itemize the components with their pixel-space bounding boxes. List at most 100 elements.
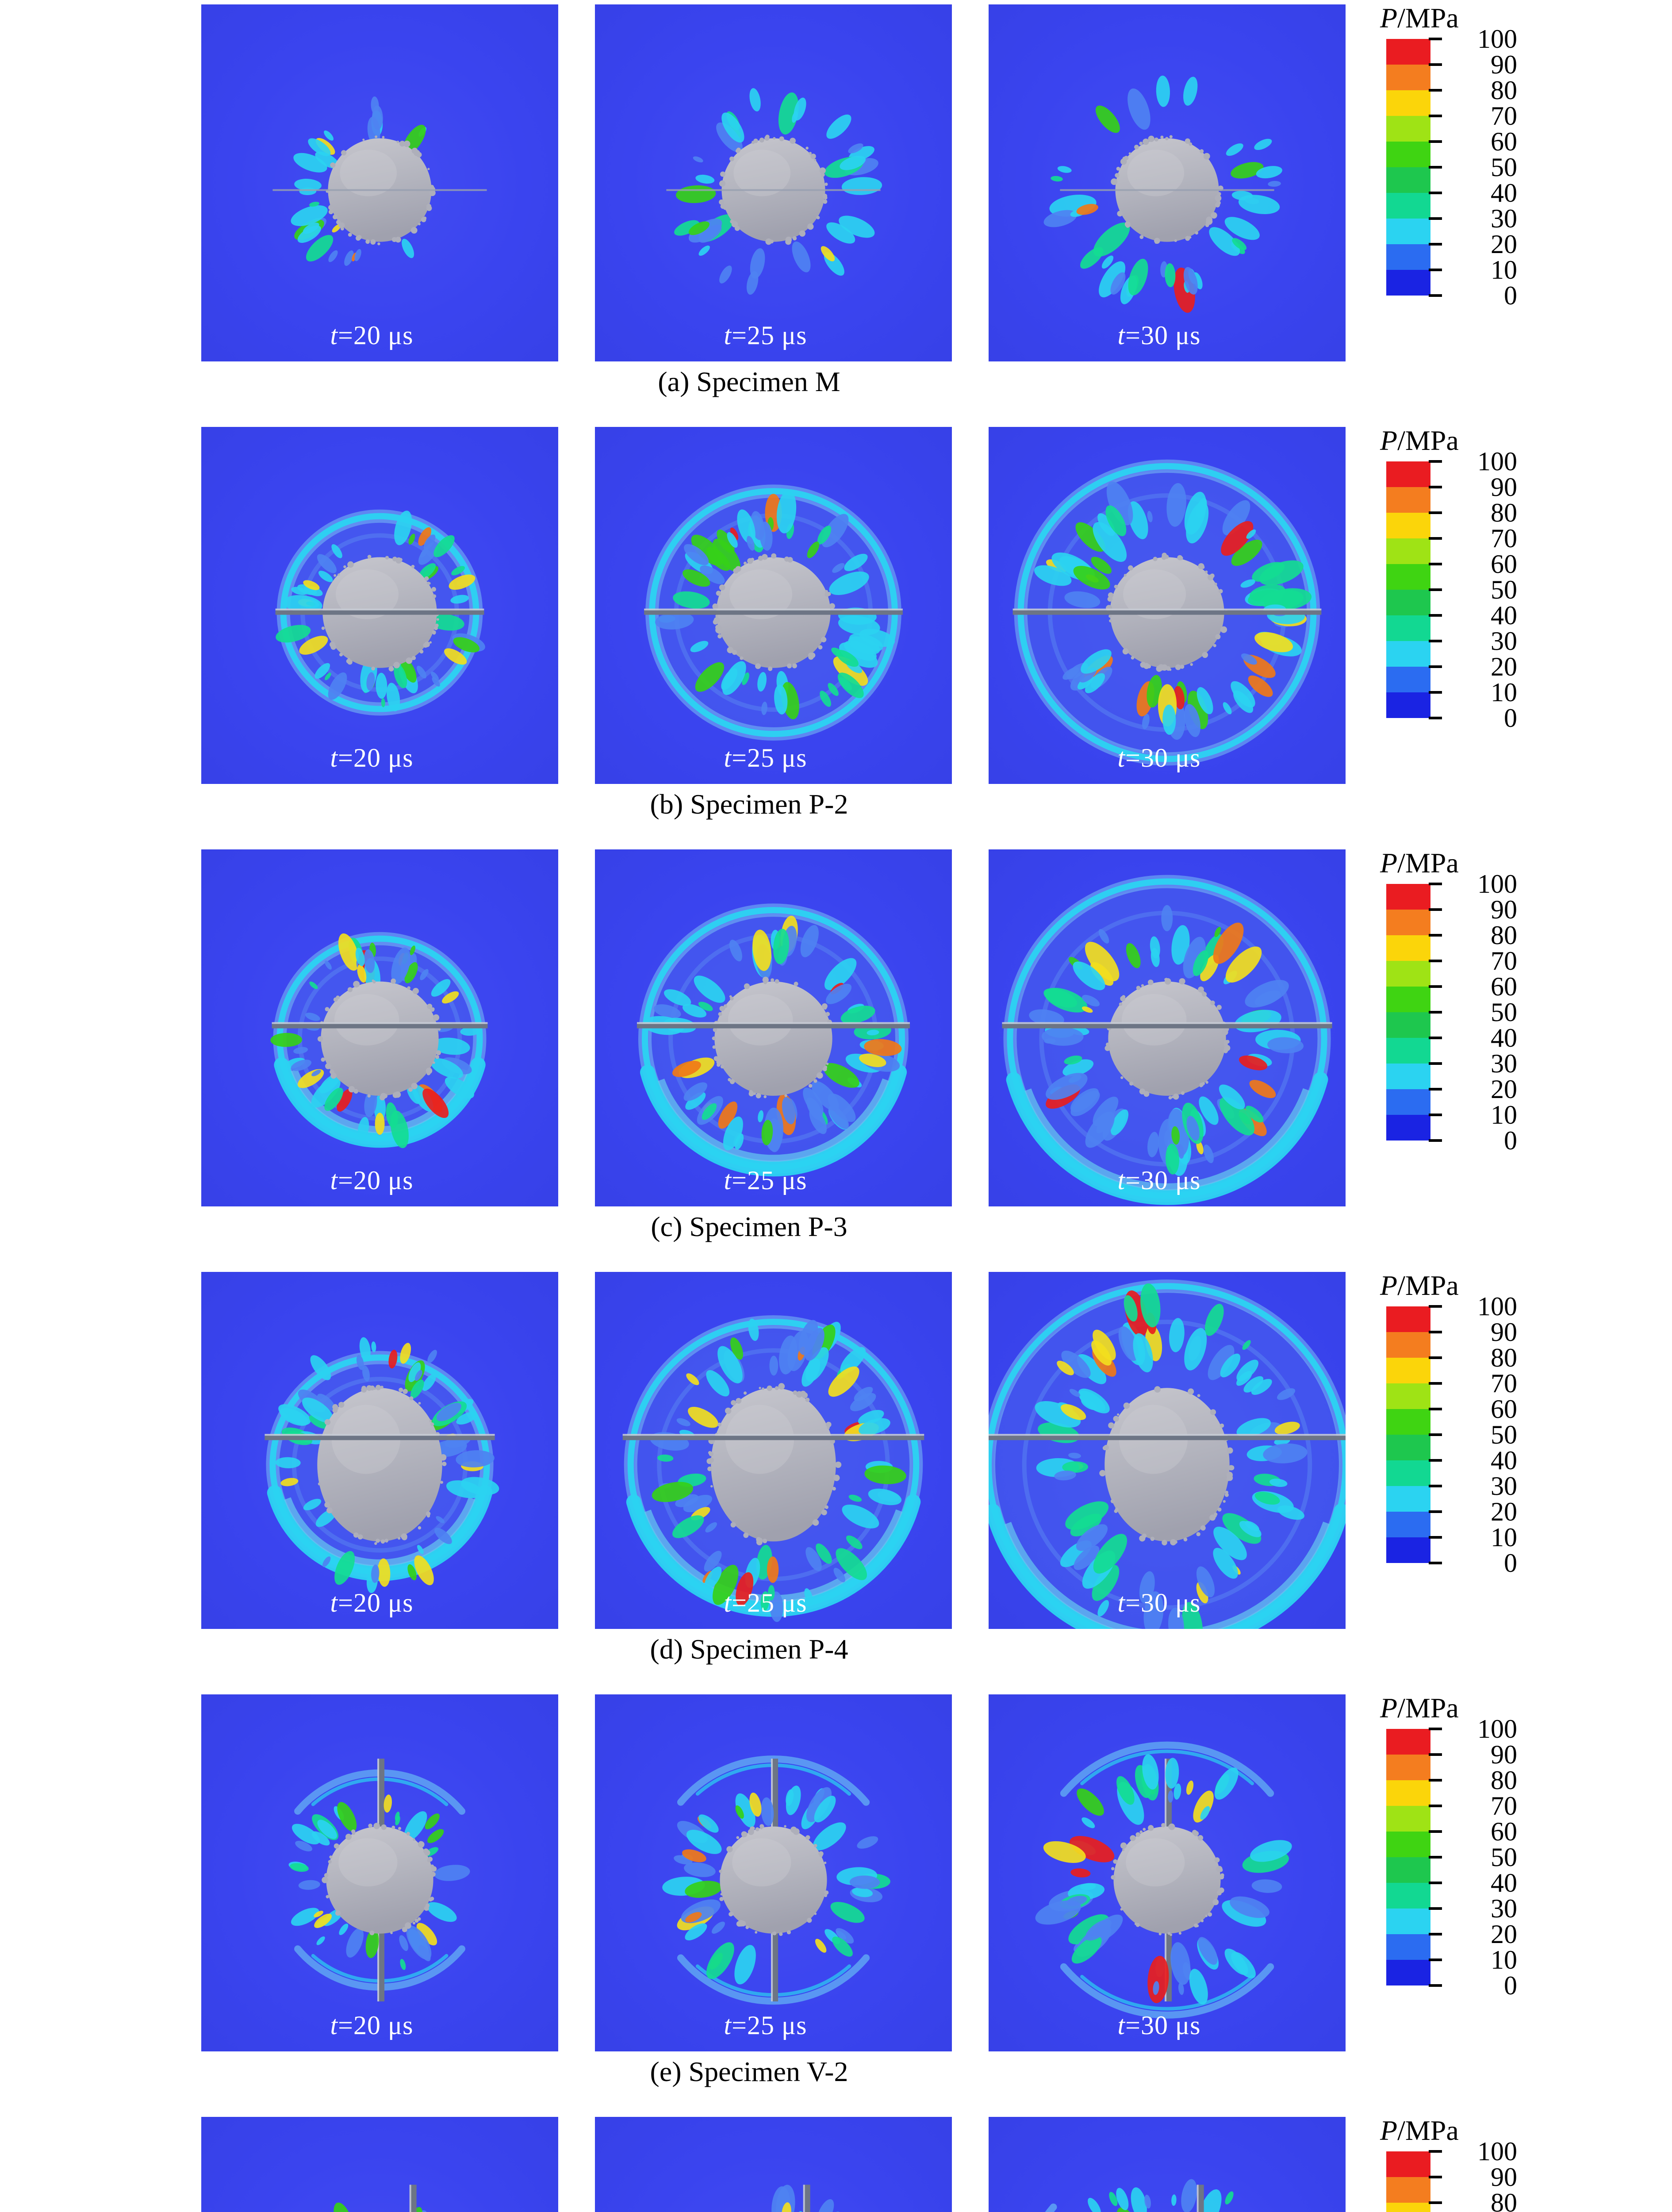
colorbar-tick	[1429, 960, 1442, 962]
colorbar-title-unit: /MPa	[1397, 2, 1459, 34]
colorbar-title: P/MPa	[1380, 424, 1640, 457]
colorbar-tick	[1429, 985, 1442, 988]
colorbar-segment	[1386, 193, 1430, 219]
sim-panel-c-t20: t=20 μs	[201, 849, 558, 1206]
colorbar-segment	[1386, 167, 1430, 193]
colorbar-tick-label: 20	[1491, 1075, 1517, 1104]
colorbar-segment	[1386, 1383, 1430, 1409]
colorbar-tick	[1429, 140, 1442, 143]
figure-row-d: t=20 μs t=25 μs t=30 μs P/MPa 100 90 80 70 6…	[0, 1267, 1672, 1690]
colorbar-tick-label: 90	[1491, 895, 1517, 924]
colorbar-title: P/MPa	[1380, 2114, 1640, 2147]
colorbar-segment	[1386, 1435, 1430, 1460]
colorbar-tick	[1429, 1830, 1442, 1833]
colorbar-segment	[1386, 884, 1430, 910]
colorbar-title: P/MPa	[1380, 1692, 1640, 1724]
colorbar-tick-label: 30	[1491, 1894, 1517, 1923]
colorbar-segment	[1386, 1012, 1430, 1038]
sim-panel-f-t25: t=25 μs	[595, 2117, 952, 2212]
colorbar-tick-label: 70	[1491, 1791, 1517, 1820]
colorbar-segment	[1386, 65, 1430, 90]
colorbar-tick-label: 60	[1491, 549, 1517, 579]
colorbar-strip	[1386, 39, 1430, 296]
colorbar-tick	[1429, 217, 1442, 220]
colorbar-segment	[1386, 1857, 1430, 1883]
sim-panel-f-t30: t=30 μs	[989, 2117, 1346, 2212]
colorbar-segment	[1386, 538, 1430, 564]
time-var: t	[1117, 2011, 1126, 2040]
time-value: =20 μs	[338, 743, 414, 772]
time-label: t=20 μs	[201, 320, 550, 351]
colorbar-tick	[1429, 1139, 1442, 1142]
colorbar-tick	[1429, 640, 1442, 642]
colorbar-tick-label: 80	[1491, 76, 1517, 105]
colorbar-tick	[1429, 38, 1442, 40]
colorbar-segment	[1386, 987, 1430, 1012]
colorbar-tick-label: 40	[1491, 178, 1517, 207]
colorbar-tick-label: 90	[1491, 1740, 1517, 1769]
time-value: =30 μs	[1125, 1166, 1201, 1195]
time-var: t	[330, 743, 338, 772]
colorbar-tick	[1429, 1485, 1442, 1487]
colorbar-segment	[1386, 461, 1430, 487]
colorbar-tick	[1429, 908, 1442, 911]
colorbar-tick	[1429, 1536, 1442, 1539]
time-label: t=25 μs	[595, 743, 944, 773]
colorbar-tick-label: 40	[1491, 1868, 1517, 1897]
colorbar-segment	[1386, 1780, 1430, 1806]
colorbar-segment	[1386, 1755, 1430, 1780]
time-label: t=25 μs	[595, 320, 944, 351]
panel-group-e: t=20 μs t=25 μs t=30 μs	[201, 1694, 1346, 2051]
colorbar-title-symbol: P	[1380, 1692, 1398, 1724]
colorbar-tick-label: 70	[1491, 1369, 1517, 1398]
colorbar-tick	[1429, 1037, 1442, 1039]
colorbar-segment	[1386, 1409, 1430, 1435]
colorbar-tick-label: 30	[1491, 1049, 1517, 1078]
sim-panel-c-t25: t=25 μs	[595, 849, 952, 1206]
colorbar-segment	[1386, 692, 1430, 718]
colorbar-tick	[1429, 1459, 1442, 1462]
time-var: t	[724, 743, 732, 772]
figure-row-b: t=20 μs t=25 μs t=30 μs P/MPa 100 90 80 70 6…	[0, 422, 1672, 845]
colorbar-tick-label: 90	[1491, 50, 1517, 79]
time-var: t	[330, 2011, 338, 2040]
colorbar-title: P/MPa	[1380, 847, 1640, 879]
colorbar-tick	[1429, 934, 1442, 937]
figure-row-c: t=20 μs t=25 μs t=30 μs P/MPa 100 90 80 70 6…	[0, 845, 1672, 1267]
colorbar-tick-label: 20	[1491, 230, 1517, 259]
colorbar-tick	[1429, 1856, 1442, 1859]
time-value: =30 μs	[1125, 743, 1201, 772]
colorbar-tick-label: 80	[1491, 1766, 1517, 1795]
colorbar-tick	[1429, 294, 1442, 297]
time-value: =30 μs	[1125, 1588, 1201, 1617]
colorbar-tick	[1429, 1088, 1442, 1091]
colorbar-tick	[1429, 192, 1442, 194]
colorbar-strip	[1386, 1306, 1430, 1563]
colorbar-strip	[1386, 1729, 1430, 1985]
colorbar-tick	[1429, 166, 1442, 169]
colorbar-segment	[1386, 590, 1430, 615]
colorbar-tick	[1429, 665, 1442, 668]
colorbar-tick	[1429, 2150, 1442, 2153]
time-label: t=20 μs	[201, 2010, 550, 2041]
time-label: t=25 μs	[595, 1588, 944, 1618]
colorbar-tick	[1429, 243, 1442, 246]
time-value: =20 μs	[338, 1166, 414, 1195]
colorbar-tick	[1429, 89, 1442, 92]
time-var: t	[1117, 321, 1126, 350]
colorbar-tick	[1429, 1331, 1442, 1333]
time-label: t=30 μs	[989, 320, 1338, 351]
colorbar-title-unit: /MPa	[1397, 1270, 1459, 1301]
colorbar-tick-label: 30	[1491, 1471, 1517, 1501]
colorbar-segment	[1386, 2203, 1430, 2212]
row-caption-e: (e) Specimen V-2	[650, 2056, 848, 2087]
colorbar-tick-label: 50	[1491, 1420, 1517, 1449]
colorbar-tick	[1429, 717, 1442, 719]
colorbar-tick	[1429, 1305, 1442, 1308]
colorbar-tick-label: 0	[1504, 1971, 1517, 2000]
panel-group-d: t=20 μs t=25 μs t=30 μs	[201, 1272, 1346, 1629]
sim-panel-e-t30: t=30 μs	[989, 1694, 1346, 2051]
colorbar-tick	[1429, 1984, 1442, 1987]
time-value: =25 μs	[732, 743, 807, 772]
